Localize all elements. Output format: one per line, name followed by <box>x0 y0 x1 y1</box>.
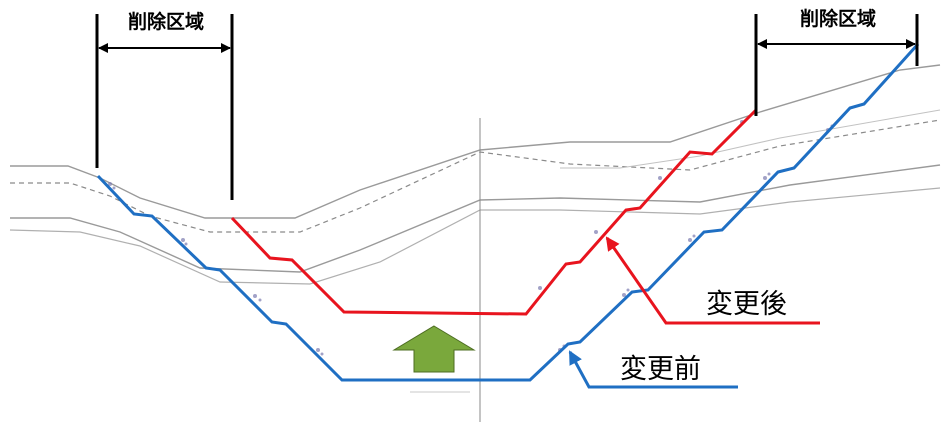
profile-before-line <box>96 42 920 382</box>
background-survey-lines <box>9 64 941 422</box>
ground-line-dashed <box>10 119 941 233</box>
legend-before: 変更前 <box>568 350 738 389</box>
ground-line-lower <box>9 187 941 285</box>
legend-after: 変更後 <box>605 236 820 325</box>
legend-after-leader <box>605 236 820 325</box>
legend-before-leader <box>568 350 738 389</box>
profile-after-line <box>230 108 758 316</box>
green-up-arrow <box>392 325 476 373</box>
zone-left-label: 削除区域 <box>128 10 204 33</box>
slope-hatch-marks <box>108 120 834 356</box>
zone-right-label: 削除区域 <box>800 7 876 30</box>
legend-after-label: 変更後 <box>706 289 787 320</box>
deletion-zone-left: 削除区域 <box>95 10 234 200</box>
deletion-zone-right: 削除区域 <box>754 7 919 116</box>
ground-line-mid <box>10 164 941 273</box>
ground-line-faint <box>560 109 941 169</box>
ground-line-upper <box>10 64 941 219</box>
legend-before-label: 変更前 <box>620 354 701 385</box>
